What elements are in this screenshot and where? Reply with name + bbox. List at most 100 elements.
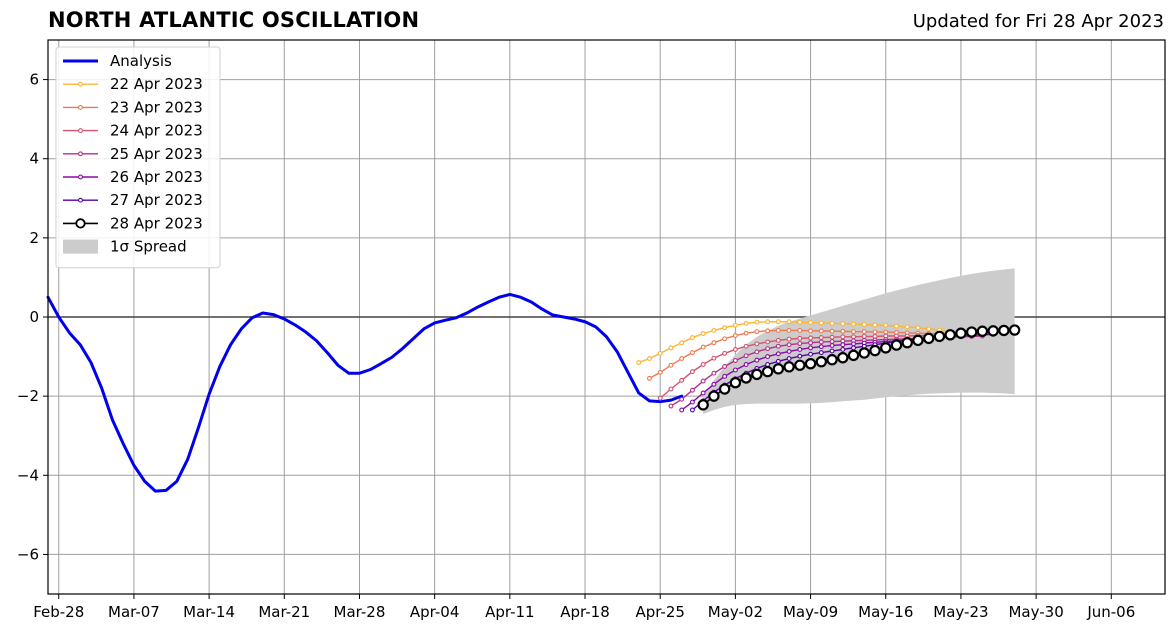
forecast-point bbox=[700, 378, 706, 384]
forecast-point bbox=[818, 335, 824, 341]
forecast-point bbox=[754, 329, 760, 335]
legend-marker bbox=[78, 151, 83, 157]
forecast-point bbox=[765, 328, 771, 334]
forecast-point bbox=[711, 355, 717, 361]
forecast-point bbox=[840, 328, 846, 334]
forecast-point bbox=[815, 356, 828, 368]
forecast-point bbox=[679, 396, 685, 402]
y-tick-label: 2 bbox=[29, 229, 39, 247]
forecast-point bbox=[915, 325, 921, 331]
forecast-point bbox=[818, 344, 824, 350]
forecast-point bbox=[732, 358, 738, 363]
legend: Analysis 22 Apr 2023 23 Apr 2023 24 Apr 202… bbox=[55, 46, 221, 269]
forecast-point bbox=[829, 343, 835, 348]
forecast-point bbox=[751, 368, 763, 381]
legend-box bbox=[55, 46, 221, 269]
forecast-point bbox=[722, 350, 728, 356]
forecast-point bbox=[786, 336, 792, 342]
forecast-point bbox=[722, 373, 728, 379]
legend-label: 23 Apr 2023 bbox=[110, 98, 203, 116]
x-tick-label: Apr-18 bbox=[560, 603, 610, 621]
forecast-point bbox=[786, 356, 792, 361]
x-tick-label: Feb-28 bbox=[33, 603, 84, 621]
forecast-point bbox=[689, 387, 695, 393]
x-tick-label: May-23 bbox=[933, 603, 988, 621]
forecast-point bbox=[904, 324, 910, 330]
forecast-point bbox=[840, 342, 846, 348]
forecast-point bbox=[912, 334, 924, 347]
y-tick-label: −6 bbox=[17, 545, 39, 563]
forecast-point bbox=[872, 329, 878, 335]
forecast-point bbox=[794, 359, 806, 371]
forecast-point bbox=[808, 345, 814, 351]
forecast-point bbox=[689, 335, 695, 341]
forecast-point bbox=[700, 362, 706, 367]
forecast-point bbox=[647, 375, 652, 381]
forecast-point bbox=[851, 334, 856, 340]
x-tick-label: Mar-28 bbox=[334, 603, 386, 621]
forecast-point bbox=[829, 328, 835, 334]
forecast-point bbox=[847, 349, 860, 362]
legend-marker bbox=[78, 174, 83, 180]
forecast-point bbox=[722, 325, 728, 331]
forecast-point bbox=[700, 344, 706, 350]
forecast-point bbox=[818, 350, 824, 356]
forecast-point bbox=[883, 322, 889, 328]
forecast-point bbox=[732, 346, 738, 352]
forecast-point bbox=[818, 339, 824, 345]
y-tick-label: 4 bbox=[29, 150, 39, 168]
forecast-point bbox=[901, 337, 913, 349]
legend-marker bbox=[78, 128, 83, 134]
forecast-point bbox=[851, 341, 856, 347]
forecast-point bbox=[808, 340, 814, 346]
legend-marker bbox=[78, 197, 83, 203]
forecast-point bbox=[826, 354, 838, 366]
forecast-point bbox=[783, 361, 795, 373]
forecast-point bbox=[722, 336, 728, 342]
y-tick-label: −2 bbox=[17, 387, 39, 405]
forecast-point bbox=[890, 339, 903, 351]
legend-label: 24 Apr 2023 bbox=[110, 122, 203, 140]
forecast-point bbox=[754, 319, 760, 325]
forecast-point bbox=[944, 329, 956, 341]
x-tick-label: Jun-06 bbox=[1086, 603, 1135, 621]
forecast-point bbox=[923, 332, 935, 345]
forecast-point bbox=[657, 350, 663, 356]
forecast-point bbox=[700, 390, 706, 396]
forecast-point bbox=[743, 320, 749, 326]
forecast-point bbox=[772, 363, 785, 375]
series-lines bbox=[46, 292, 1021, 493]
forecast-point bbox=[808, 335, 814, 341]
forecast-point bbox=[804, 357, 817, 370]
forecast-point bbox=[837, 352, 849, 364]
forecast-point bbox=[965, 326, 978, 338]
forecast-point bbox=[679, 340, 685, 346]
forecast-point bbox=[872, 322, 878, 328]
forecast-point bbox=[679, 377, 685, 383]
legend-label: 26 Apr 2023 bbox=[110, 168, 203, 186]
forecast-point bbox=[797, 328, 803, 333]
forecast-point bbox=[775, 351, 781, 357]
forecast-point bbox=[743, 362, 749, 367]
legend-label: 27 Apr 2023 bbox=[110, 191, 203, 209]
legend-label: 1σ Spread bbox=[110, 238, 187, 256]
forecast-point bbox=[697, 399, 709, 411]
y-tick-label: 0 bbox=[29, 308, 39, 326]
forecast-point bbox=[829, 348, 835, 354]
forecast-point bbox=[851, 321, 856, 327]
forecast-point bbox=[987, 325, 999, 337]
forecast-point bbox=[861, 329, 867, 335]
forecast-point bbox=[636, 360, 642, 365]
forecast-point bbox=[689, 369, 695, 375]
forecast-point bbox=[765, 339, 771, 345]
forecast-point bbox=[775, 328, 781, 333]
forecast-point bbox=[861, 322, 867, 327]
forecast-point bbox=[775, 358, 781, 364]
x-tick-label: Mar-14 bbox=[183, 603, 235, 621]
x-tick-label: Apr-11 bbox=[485, 603, 535, 621]
forecast-point bbox=[883, 329, 889, 335]
forecast-point bbox=[808, 320, 814, 325]
plot-frame bbox=[47, 39, 1166, 595]
forecast-point bbox=[708, 390, 720, 402]
forecast-point bbox=[775, 343, 781, 349]
